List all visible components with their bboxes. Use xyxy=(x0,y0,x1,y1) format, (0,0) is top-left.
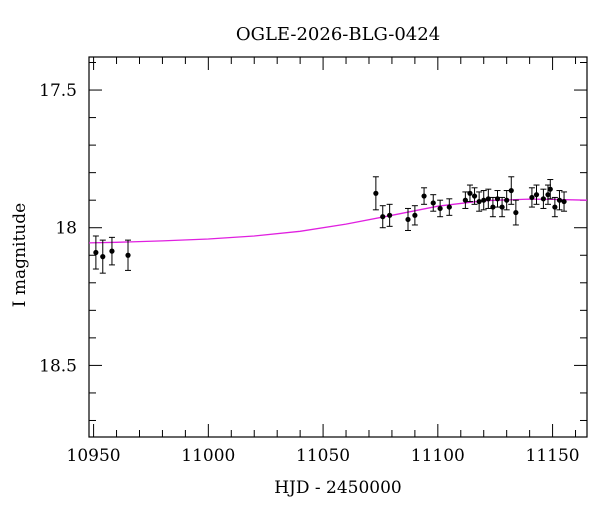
data-point xyxy=(467,190,473,196)
data-point xyxy=(471,193,478,199)
data-point xyxy=(485,196,491,202)
data-point xyxy=(412,212,418,218)
data-point xyxy=(540,196,546,202)
data-point xyxy=(421,193,427,199)
data-point xyxy=(446,204,452,210)
data-point xyxy=(125,252,131,258)
x-axis-label: HJD - 2450000 xyxy=(274,478,402,498)
y-tick-label: 18 xyxy=(55,219,77,239)
data-point xyxy=(109,248,115,254)
x-tick-label: 11050 xyxy=(296,446,350,466)
data-point xyxy=(430,200,436,206)
data-point xyxy=(494,196,501,202)
plot-area: 10950 11000 11050 11100 11150 17.5 18 18.5 xyxy=(39,56,588,466)
data-point xyxy=(100,254,106,260)
data-point xyxy=(547,186,553,192)
data-point xyxy=(387,212,393,218)
data-point xyxy=(490,204,496,210)
data-point xyxy=(556,197,563,203)
data-point xyxy=(504,197,510,203)
y-tick-label: 18.5 xyxy=(39,356,77,376)
x-tick-label: 11100 xyxy=(411,446,465,466)
data-point xyxy=(529,194,535,201)
data-point xyxy=(533,192,540,198)
data-point xyxy=(462,197,468,203)
data-point xyxy=(513,209,519,216)
chart-title: OGLE-2026-BLG-0424 xyxy=(236,24,440,45)
data-point xyxy=(373,190,379,196)
x-tick-label: 11150 xyxy=(526,446,580,466)
y-axis-label: I magnitude xyxy=(10,203,30,307)
data-point xyxy=(545,192,551,198)
y-tick-label: 17.5 xyxy=(39,81,77,101)
data-point xyxy=(405,216,411,223)
model-curve xyxy=(88,198,588,244)
data-point xyxy=(552,204,558,210)
data-point xyxy=(508,187,514,194)
data-point xyxy=(437,205,443,212)
data-point xyxy=(380,214,386,220)
data-point xyxy=(561,198,567,205)
data-point xyxy=(476,198,482,205)
plot-frame xyxy=(88,56,588,438)
x-tick-label: 10950 xyxy=(67,446,121,466)
data-point xyxy=(481,197,487,203)
x-tick-label: 11000 xyxy=(181,446,235,466)
data-point xyxy=(93,249,99,256)
data-point xyxy=(499,204,505,210)
